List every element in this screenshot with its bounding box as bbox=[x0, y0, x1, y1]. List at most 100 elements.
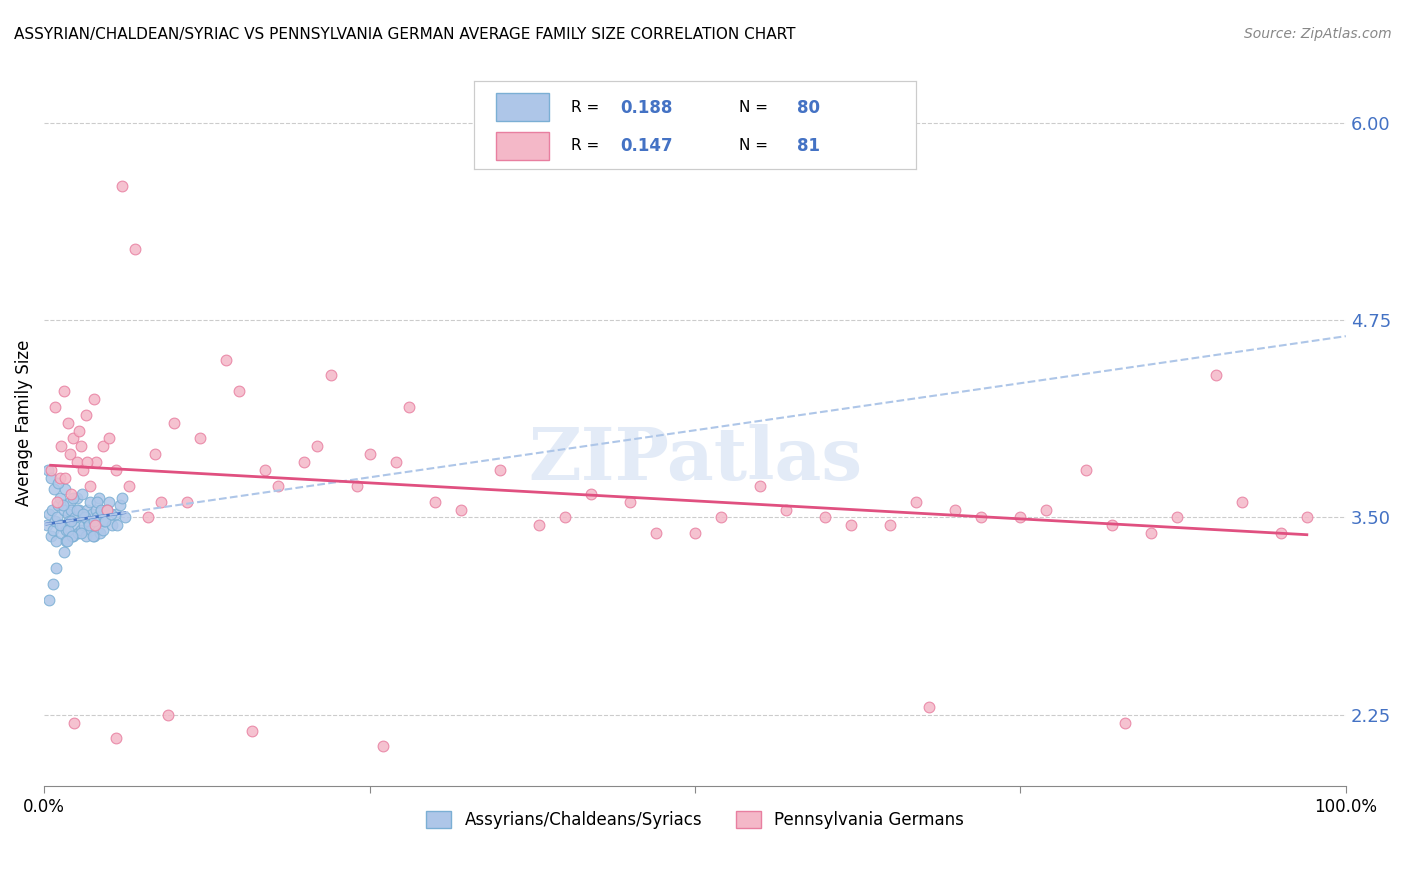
Point bbox=[84, 455, 107, 469]
Point bbox=[35, 518, 58, 533]
Point bbox=[1230, 494, 1253, 508]
Point bbox=[814, 510, 837, 524]
Point bbox=[76, 502, 98, 516]
Point bbox=[39, 471, 62, 485]
Point bbox=[63, 518, 86, 533]
Point bbox=[254, 463, 277, 477]
Point bbox=[83, 518, 105, 533]
Point bbox=[53, 482, 76, 496]
Point bbox=[77, 514, 100, 528]
Point bbox=[60, 529, 83, 543]
Point bbox=[93, 514, 115, 528]
Point bbox=[70, 526, 93, 541]
Point bbox=[1295, 510, 1317, 524]
Point bbox=[1139, 526, 1161, 541]
Point bbox=[41, 576, 63, 591]
Legend: Assyrians/Chaldeans/Syriacs, Pennsylvania Germans: Assyrians/Chaldeans/Syriacs, Pennsylvani… bbox=[419, 804, 970, 836]
Point bbox=[56, 508, 79, 522]
Point bbox=[52, 502, 75, 516]
Point bbox=[55, 534, 77, 549]
Point bbox=[83, 514, 105, 528]
Point bbox=[93, 514, 115, 528]
Point bbox=[67, 424, 90, 438]
Point bbox=[450, 502, 472, 516]
Point bbox=[65, 510, 87, 524]
Point bbox=[59, 494, 82, 508]
Point bbox=[49, 439, 72, 453]
Point bbox=[228, 384, 250, 398]
Text: Source: ZipAtlas.com: Source: ZipAtlas.com bbox=[1244, 27, 1392, 41]
Point bbox=[879, 518, 901, 533]
Point bbox=[66, 502, 89, 516]
Point bbox=[307, 439, 329, 453]
Point bbox=[371, 739, 394, 754]
Point bbox=[52, 498, 75, 512]
Point bbox=[242, 723, 264, 738]
Point bbox=[83, 392, 105, 406]
Point bbox=[294, 455, 316, 469]
Point bbox=[76, 455, 98, 469]
Point bbox=[66, 526, 89, 541]
Point bbox=[1101, 518, 1123, 533]
Point bbox=[970, 510, 993, 524]
Point bbox=[104, 463, 127, 477]
Point bbox=[58, 514, 80, 528]
Point bbox=[59, 447, 82, 461]
Point bbox=[89, 526, 111, 541]
Point bbox=[1166, 510, 1188, 524]
Point bbox=[49, 518, 72, 533]
Point bbox=[100, 508, 122, 522]
Point bbox=[48, 498, 70, 512]
Point bbox=[42, 523, 65, 537]
Point bbox=[48, 471, 70, 485]
Point bbox=[45, 534, 67, 549]
Point bbox=[98, 432, 121, 446]
Point bbox=[111, 491, 134, 506]
Point bbox=[943, 502, 966, 516]
Point bbox=[79, 494, 101, 508]
Point bbox=[105, 518, 128, 533]
Point bbox=[839, 518, 862, 533]
Point bbox=[60, 487, 83, 501]
Point bbox=[143, 447, 166, 461]
Point bbox=[72, 508, 94, 522]
Point bbox=[75, 529, 97, 543]
Point bbox=[118, 479, 141, 493]
Point bbox=[86, 494, 108, 508]
Point bbox=[749, 479, 772, 493]
Point bbox=[83, 518, 105, 533]
Point bbox=[83, 529, 105, 543]
Point bbox=[49, 526, 72, 541]
Point bbox=[55, 523, 77, 537]
Point bbox=[124, 242, 146, 256]
Point bbox=[62, 491, 84, 506]
Point bbox=[44, 514, 66, 528]
Point bbox=[82, 529, 104, 543]
Point bbox=[108, 498, 131, 512]
Point bbox=[82, 508, 104, 522]
Point bbox=[44, 400, 66, 414]
Point bbox=[96, 502, 118, 516]
Point bbox=[56, 416, 79, 430]
Point bbox=[46, 475, 69, 490]
Text: ZIPatlas: ZIPatlas bbox=[527, 424, 862, 494]
Point bbox=[606, 147, 628, 161]
Point bbox=[39, 463, 62, 477]
Point bbox=[111, 178, 134, 193]
Point bbox=[72, 463, 94, 477]
Point bbox=[91, 439, 114, 453]
Point bbox=[38, 592, 60, 607]
Point bbox=[62, 432, 84, 446]
Point bbox=[384, 455, 406, 469]
Point bbox=[67, 502, 90, 516]
Point bbox=[59, 514, 82, 528]
Point bbox=[96, 502, 118, 516]
Point bbox=[41, 502, 63, 516]
Point bbox=[48, 491, 70, 506]
Point bbox=[90, 502, 112, 516]
Point bbox=[37, 463, 59, 477]
Point bbox=[683, 526, 706, 541]
Point bbox=[91, 523, 114, 537]
Point bbox=[79, 479, 101, 493]
Point bbox=[1074, 463, 1097, 477]
